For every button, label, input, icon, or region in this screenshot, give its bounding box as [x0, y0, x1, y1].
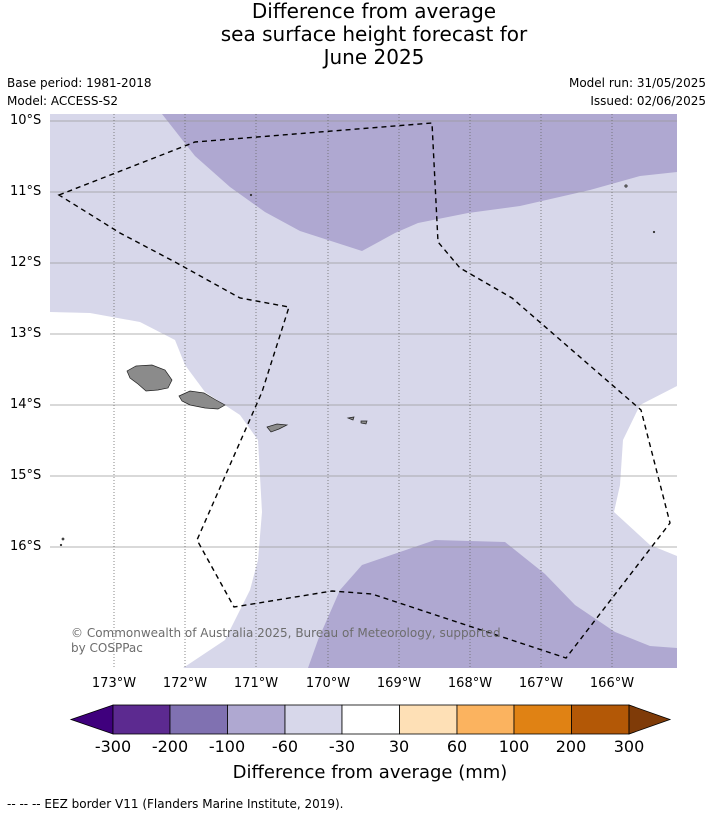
meta-right: Model run: 31/05/2025 Issued: 02/06/2025 — [569, 74, 706, 110]
light-anomaly-region — [50, 114, 677, 668]
colorbar-segment — [399, 704, 458, 735]
colorbar — [69, 704, 672, 735]
footnote-eez: -- -- -- EEZ border V11 (Flanders Marine… — [7, 797, 344, 811]
lon-label: 169°W — [376, 676, 422, 691]
lon-label: 172°W — [162, 676, 208, 691]
small-island — [59, 543, 63, 547]
colorbar-segment — [112, 704, 171, 735]
lat-label: 13°S — [10, 326, 42, 341]
chart-title: Difference from average sea surface heig… — [0, 0, 713, 69]
colorbar-label: Difference from average (mm) — [232, 762, 508, 783]
tau-island — [360, 420, 368, 425]
colorbar-tick-label: 100 — [498, 737, 530, 756]
copyright-notice: © Commonwealth of Australia 2025, Bureau… — [71, 626, 501, 655]
colorbar-segment — [456, 704, 515, 735]
meta-left: Base period: 1981-2018 Model: ACCESS-S2 — [7, 74, 152, 110]
colorbar-segment — [571, 704, 630, 735]
gridlines-latitude — [50, 120, 677, 548]
colorbar-tick-label: 30 — [388, 737, 410, 756]
lat-label: 15°S — [10, 468, 42, 483]
colorbar-tick-label: 200 — [555, 737, 587, 756]
mid-anomaly-region-north — [162, 114, 677, 251]
colorbar-tick-label: -30 — [328, 737, 356, 756]
land-masses — [59, 184, 656, 547]
lat-label: 11°S — [10, 184, 42, 199]
lat-label: 12°S — [10, 255, 42, 270]
lon-label: 166°W — [589, 676, 635, 691]
colorbar-segment — [284, 704, 343, 735]
lon-label: 173°W — [91, 676, 137, 691]
base-period: Base period: 1981-2018 — [7, 76, 152, 90]
map-area — [50, 114, 677, 668]
mid-anomaly-region-south — [308, 540, 677, 668]
lon-label: 168°W — [447, 676, 493, 691]
lon-label: 171°W — [233, 676, 279, 691]
colorbar-tick-label: -300 — [94, 737, 132, 756]
eez-border — [57, 122, 671, 659]
gridlines-longitude — [113, 114, 613, 668]
issued-date: Issued: 02/06/2025 — [590, 94, 706, 108]
lat-label: 16°S — [10, 539, 42, 554]
colorbar-extend-low — [69, 704, 114, 735]
small-island — [61, 537, 65, 541]
ofu-island — [346, 416, 355, 421]
model-name: Model: ACCESS-S2 — [7, 94, 119, 108]
savaii-island — [126, 364, 173, 392]
small-island — [624, 184, 628, 188]
colorbar-tick-label: -100 — [208, 737, 246, 756]
colorbar-tick-label: -60 — [271, 737, 299, 756]
colorbar-tick-label: 300 — [613, 737, 645, 756]
model-run: Model run: 31/05/2025 — [568, 76, 706, 90]
title-line-3: June 2025 — [323, 45, 425, 69]
title-line-2: sea surface height forecast for — [220, 22, 528, 46]
colorbar-segment — [513, 704, 572, 735]
title-line-1: Difference from average — [251, 0, 497, 23]
lon-label: 167°W — [518, 676, 564, 691]
colorbar-segment — [341, 704, 400, 735]
lon-label: 170°W — [305, 676, 351, 691]
colorbar-segment — [169, 704, 228, 735]
colorbar-tick-label: 60 — [446, 737, 468, 756]
upolu-island — [178, 390, 226, 410]
small-island — [249, 193, 253, 197]
lat-label: 14°S — [10, 397, 42, 412]
tutuila-island — [266, 423, 289, 433]
lat-label: 10°S — [10, 113, 42, 128]
colorbar-tick-label: -200 — [151, 737, 189, 756]
colorbar-extend-high — [628, 704, 672, 735]
small-island — [652, 230, 656, 234]
colorbar-segment — [227, 704, 286, 735]
